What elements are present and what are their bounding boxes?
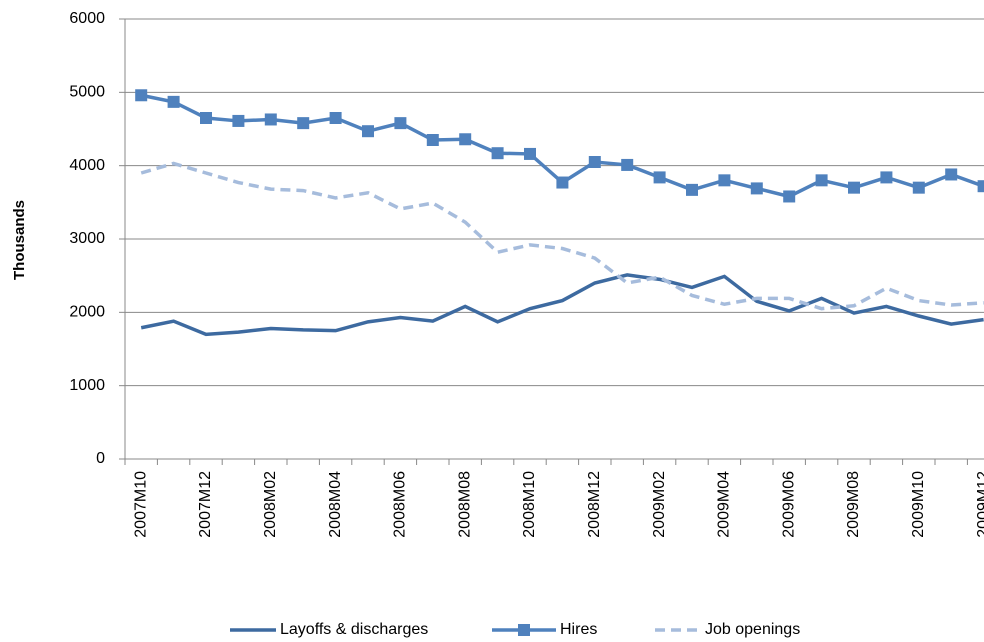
legend-label: Layoffs & discharges [280,621,428,638]
x-tick-label: 2009M12 [975,471,984,538]
series-marker [232,114,245,127]
series-marker [167,95,180,108]
x-tick-label: 2008M04 [327,471,344,538]
y-axis-label: Thousands [11,200,28,280]
series-marker [621,158,634,171]
x-tick-label: 2009M06 [780,471,797,538]
x-tick-label: 2009M10 [910,471,927,538]
x-tick-label: 2009M08 [845,471,862,538]
x-tick-label: 2008M02 [262,471,279,538]
series-marker [524,147,536,160]
x-tick-label: 2008M08 [456,471,473,538]
y-tick-label: 6000 [69,10,105,27]
series-marker [977,180,984,193]
series-marker [686,183,698,196]
x-tick-label: 2008M06 [392,471,409,538]
y-tick-label: 2000 [69,304,105,321]
series-marker [394,117,407,130]
y-tick-label: 3000 [69,230,105,247]
x-tick-label: 2009M02 [651,471,668,538]
series-marker [653,171,666,184]
series-marker [491,147,504,160]
legend-label: Hires [560,621,597,638]
series-marker [459,133,472,146]
x-tick-label: 2009M04 [716,471,733,538]
series-marker [848,181,860,194]
series-marker [135,89,148,102]
series-marker [880,171,893,184]
series-marker [588,156,601,168]
series-marker [783,190,796,203]
series-marker [362,125,374,138]
y-tick-label: 4000 [69,157,105,174]
series-marker [329,112,342,124]
legend-marker [518,624,530,636]
x-tick-label: 2007M12 [197,471,214,538]
series-marker [815,174,828,187]
x-tick-label: 2008M10 [521,471,538,538]
x-tick-label: 2008M12 [586,471,603,538]
legend-label: Job openings [705,621,800,638]
series-marker [297,117,310,130]
x-tick-label: 2007M10 [132,471,149,538]
series-line [140,161,984,311]
series-marker [945,168,958,181]
series-marker [750,182,763,195]
y-tick-label: 0 [96,450,105,467]
series-marker [426,134,439,146]
series-marker [718,174,731,187]
y-tick-label: 1000 [69,377,105,394]
series-marker [912,181,925,194]
series-marker [556,176,569,189]
y-tick-label: 5000 [69,84,105,101]
series-marker [200,112,212,124]
series-line [140,273,984,337]
series-marker [264,113,277,126]
